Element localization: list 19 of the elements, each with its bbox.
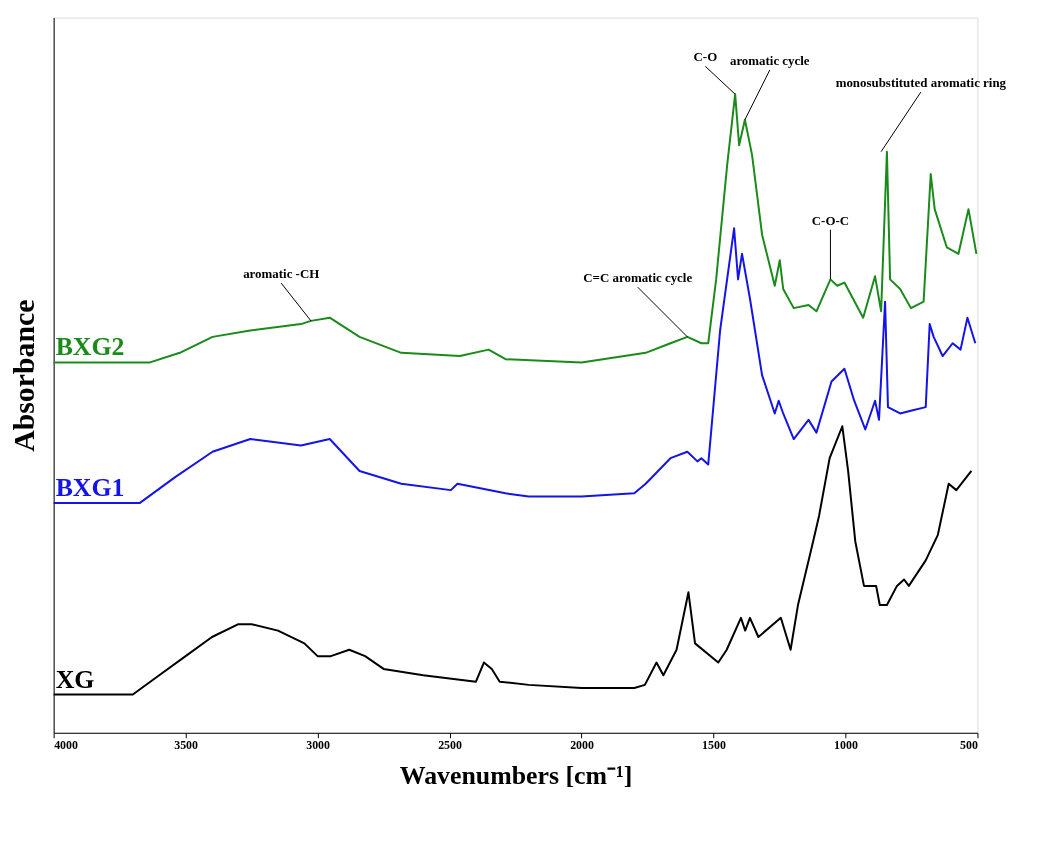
x-tick-label: 1000 xyxy=(834,738,858,753)
annotation: C-O-C xyxy=(811,212,850,228)
y-axis-title: Absorbance xyxy=(7,299,41,452)
series-label: XG xyxy=(55,664,95,694)
x-tick-label: 3500 xyxy=(174,738,199,753)
series-label: BXG2 xyxy=(55,332,125,362)
x-tick-label: 2000 xyxy=(570,738,594,753)
annotation: aromatic cycle xyxy=(729,53,810,69)
annotation: C-O xyxy=(693,49,718,65)
x-tick-label: 1500 xyxy=(702,738,726,753)
x-tick-label: 2500 xyxy=(438,738,463,753)
annotation: C=C aromatic cycle xyxy=(583,270,693,286)
annotation: monosubstituted aromatic ring xyxy=(835,75,1007,91)
series-label: BXG1 xyxy=(55,472,125,502)
x-tick-label: 500 xyxy=(960,738,978,753)
x-axis-title: Wavenumbers [cm⁻¹] xyxy=(399,760,633,790)
x-tick-label: 4000 xyxy=(54,738,78,753)
annotation: aromatic -CH xyxy=(243,266,320,282)
x-tick-label: 3000 xyxy=(306,738,331,753)
